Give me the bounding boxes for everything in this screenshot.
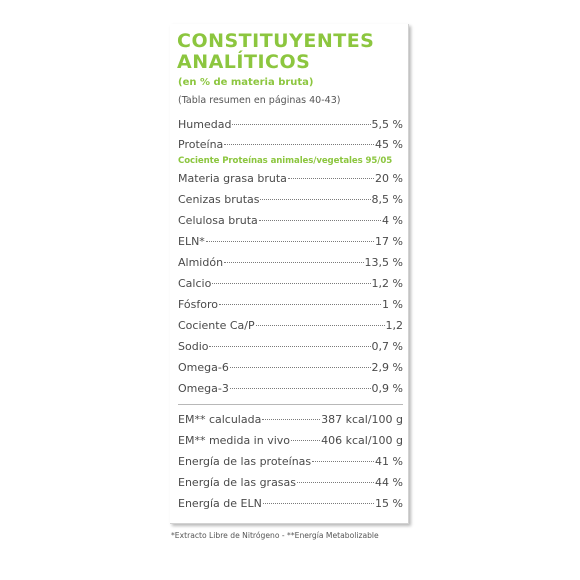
dot-leader (287, 178, 375, 179)
row-label: Celulosa bruta (178, 214, 258, 227)
row-value: 1,2 % (371, 277, 403, 290)
row-value: 2,9 % (371, 361, 403, 374)
table-row: Cenizas brutas 8,5 % (178, 189, 403, 210)
row-value: 20 % (375, 172, 403, 185)
row-label: EM** medida in vivo (178, 434, 291, 447)
row-value: 8,5 % (371, 193, 403, 206)
row-value: 15 % (375, 497, 403, 510)
protein-ratio-note: Cociente Proteínas animales/vegetales 95… (178, 156, 393, 166)
table-row: Energía de las grasas 44 % (178, 472, 403, 493)
dot-leader (219, 304, 382, 305)
table-row: Celulosa bruta 4 % (178, 210, 403, 231)
row-label: Energía de las proteínas (178, 455, 312, 468)
dot-leader (212, 283, 371, 284)
table-row: Sodio 0,7 % (178, 336, 403, 357)
section-divider (178, 404, 403, 405)
dot-leader (205, 241, 375, 242)
dot-leader (255, 325, 385, 326)
row-label: Materia grasa bruta (178, 172, 287, 185)
energy-group: EM** calculada 387 kcal/100 g EM** medida … (178, 409, 403, 514)
dot-leader (260, 199, 371, 200)
table-row: Omega-6 2,9 % (178, 357, 403, 378)
dot-leader (312, 461, 375, 462)
row-value: 387 kcal/100 g (321, 413, 403, 426)
row-label: Omega-6 (178, 361, 229, 374)
row-label: Cociente Ca/P (178, 319, 255, 332)
dot-leader (262, 503, 375, 504)
row-value: 0,7 % (371, 340, 403, 353)
constituents-group-2: Materia grasa bruta 20 % Cenizas brutas 8,5… (178, 168, 403, 399)
row-value: 0,9 % (371, 382, 403, 395)
row-label: Humedad (178, 118, 232, 131)
row-label: ELN* (178, 235, 205, 248)
row-label: EM** calculada (178, 413, 262, 426)
row-label: Sodio (178, 340, 209, 353)
dot-leader (224, 262, 364, 263)
table-row: Cociente Ca/P 1,2 (178, 315, 403, 336)
row-value: 1,2 (385, 319, 404, 332)
table-row: EM** medida in vivo 406 kcal/100 g (178, 430, 403, 451)
dot-leader (258, 220, 382, 221)
analytics-panel (170, 24, 409, 524)
row-label: Energía de las grasas (178, 476, 297, 489)
title-line-2: ANALÍTICOS (177, 51, 311, 73)
row-value: 5,5 % (371, 118, 403, 131)
page-title: CONSTITUYENTES ANALÍTICOS (177, 31, 374, 73)
constituents-table: Humedad 5,5 % Proteína 45 % Cociente Proteí… (178, 115, 403, 514)
table-row: Energía de ELN 15 % (178, 493, 403, 514)
table-row: Almidón 13,5 % (178, 252, 403, 273)
table-row: Humedad 5,5 % (178, 115, 403, 135)
row-label: Calcio (178, 277, 212, 290)
dot-leader (229, 388, 371, 389)
row-label: Cenizas brutas (178, 193, 260, 206)
table-row: ELN* 17 % (178, 231, 403, 252)
row-value: 17 % (375, 235, 403, 248)
row-value: 45 % (375, 138, 403, 151)
table-row: Calcio 1,2 % (178, 273, 403, 294)
dot-leader (291, 440, 321, 441)
footnote: *Extracto Libre de Nitrógeno - **Energía… (171, 531, 379, 540)
page-reference: (Tabla resumen en páginas 40-43) (178, 95, 341, 106)
table-row: Omega-3 0,9 % (178, 378, 403, 399)
dot-leader (209, 346, 371, 347)
dot-leader (262, 419, 321, 420)
table-row: Proteína 45 % (178, 135, 403, 155)
subtitle: (en % de materia bruta) (178, 77, 314, 88)
row-value: 406 kcal/100 g (321, 434, 403, 447)
dot-leader (232, 124, 371, 125)
table-row: EM** calculada 387 kcal/100 g (178, 409, 403, 430)
table-row: Energía de las proteínas 41 % (178, 451, 403, 472)
table-row: Fósforo 1 % (178, 294, 403, 315)
row-value: 1 % (382, 298, 403, 311)
row-value: 41 % (375, 455, 403, 468)
row-value: 44 % (375, 476, 403, 489)
dot-leader (224, 144, 375, 145)
table-row: Materia grasa bruta 20 % (178, 168, 403, 189)
dot-leader (297, 482, 375, 483)
row-label: Almidón (178, 256, 224, 269)
dot-leader (229, 367, 371, 368)
row-value: 13,5 % (364, 256, 403, 269)
row-label: Energía de ELN (178, 497, 262, 510)
row-label: Fósforo (178, 298, 219, 311)
title-line-1: CONSTITUYENTES (177, 30, 375, 52)
row-label: Omega-3 (178, 382, 229, 395)
constituents-group-1: Humedad 5,5 % Proteína 45 % (178, 115, 403, 155)
row-value: 4 % (382, 214, 403, 227)
row-label: Proteína (178, 138, 224, 151)
